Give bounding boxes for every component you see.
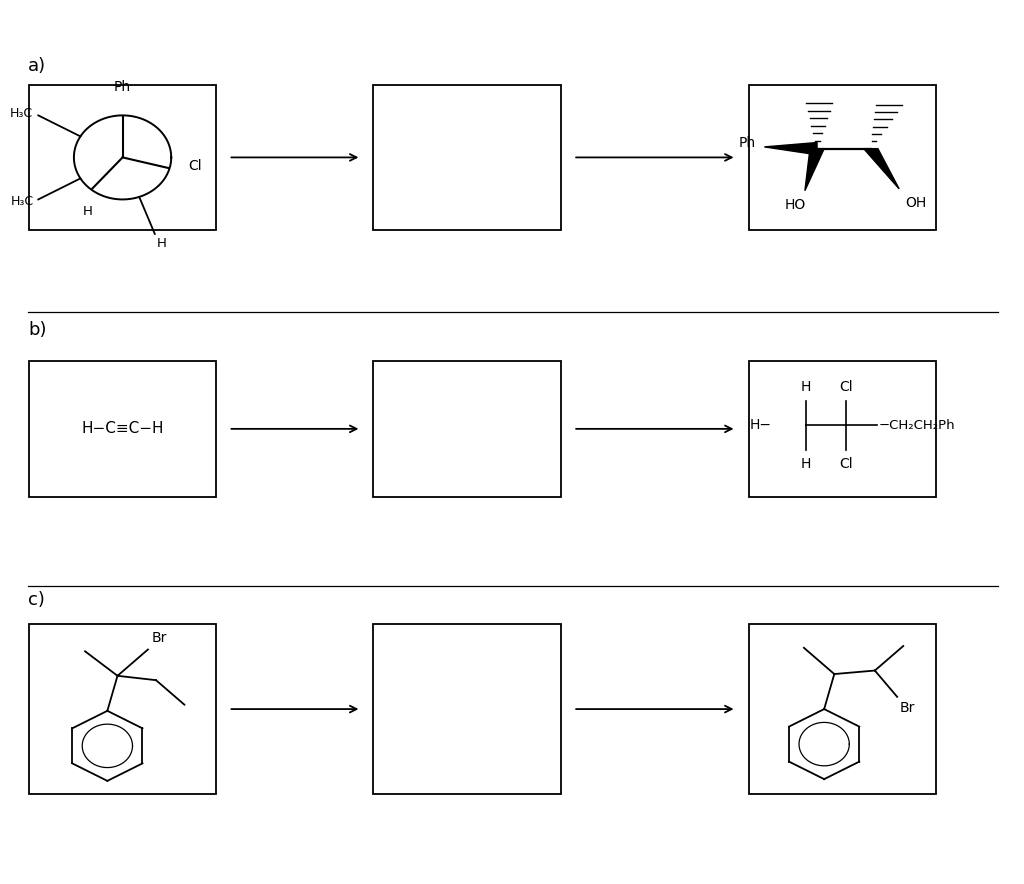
Bar [374,361,561,497]
Polygon shape [863,149,899,189]
Bar [374,85,561,230]
Text: H: H [157,238,167,250]
Bar [749,361,936,497]
Polygon shape [764,142,817,155]
Text: H−: H− [750,418,771,432]
Text: a): a) [29,57,46,75]
Text: b): b) [29,321,47,339]
Text: HO: HO [784,198,806,211]
Text: Br: Br [152,631,167,645]
Text: H₃C: H₃C [11,194,34,208]
Text: OH: OH [905,196,926,210]
Text: Cl: Cl [840,380,853,394]
Text: Ph: Ph [739,136,757,150]
Text: H−C≡C−H: H−C≡C−H [81,422,164,437]
Bar [29,361,216,497]
Bar [374,624,561,795]
Bar [29,85,216,230]
Text: Cl: Cl [187,158,202,172]
Text: H: H [801,457,811,471]
Text: Cl: Cl [840,457,853,471]
Text: c): c) [29,591,45,609]
Text: Ph: Ph [114,80,131,95]
Text: Br: Br [899,701,914,715]
Text: H: H [82,205,92,218]
Text: H₃C: H₃C [10,107,33,120]
Bar [749,624,936,795]
Polygon shape [805,149,824,191]
Bar [749,85,936,230]
Bar [29,624,216,795]
Text: H: H [801,380,811,394]
Text: −CH₂CH₂Ph: −CH₂CH₂Ph [879,419,955,432]
